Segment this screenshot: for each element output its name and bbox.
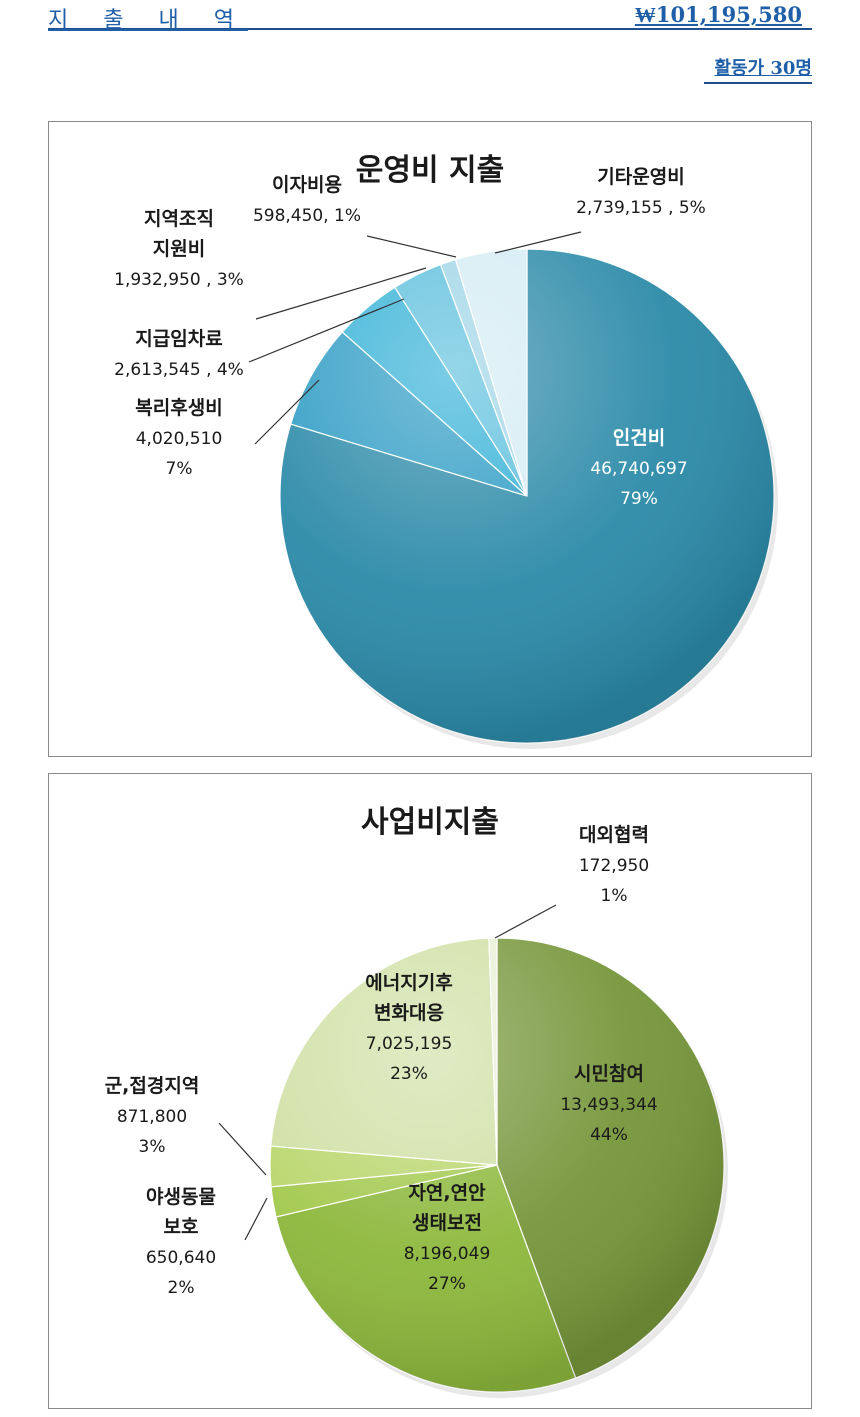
- slice-label: 기타운영비: [597, 166, 684, 188]
- total-amount: ₩101,195,580: [634, 2, 802, 27]
- staff-count: 활동가 30명: [704, 54, 812, 84]
- slice-value: 23%: [390, 1064, 428, 1084]
- slice-value: 79%: [620, 489, 658, 509]
- slice-label: 군,접경지역: [105, 1075, 200, 1097]
- slice-value: 7%: [166, 459, 193, 479]
- slice-value: 2,613,545 , 4%: [114, 360, 244, 380]
- slice-value: 2%: [168, 1278, 195, 1298]
- slice-label: 보호: [164, 1216, 199, 1238]
- slice-value: 871,800: [117, 1107, 187, 1127]
- leader-line: [255, 267, 427, 320]
- slice-value: 4,020,510: [136, 429, 223, 449]
- slice-value: 44%: [590, 1125, 628, 1145]
- slice-label: 인건비: [613, 427, 665, 449]
- chart-title: 운영비 지출: [356, 153, 504, 188]
- slice-label: 시민참여: [574, 1063, 644, 1085]
- leader-line: [248, 298, 405, 363]
- slice-label: 에너지기후: [365, 972, 452, 994]
- slice-label: 변화대응: [374, 1002, 444, 1024]
- slice-value: 2,739,155 , 5%: [576, 198, 706, 218]
- slice-label: 지급임차료: [135, 328, 222, 350]
- slice-label: 대외협력: [579, 824, 649, 846]
- page-title: 지 출 내 역: [48, 8, 248, 33]
- slice-value: 598,450, 1%: [253, 206, 361, 226]
- leader-line: [218, 1122, 267, 1176]
- slice-value: 1%: [601, 886, 628, 906]
- leader-line: [254, 379, 320, 445]
- leader-line: [494, 904, 557, 939]
- slice-label: 이자비용: [272, 174, 342, 196]
- slice-value: 3%: [139, 1137, 166, 1157]
- slice-value: 1,932,950 , 3%: [114, 270, 244, 290]
- slice-label: 지역조직: [144, 208, 214, 230]
- slice-value: 27%: [428, 1274, 466, 1294]
- slice-value: 46,740,697: [590, 459, 687, 479]
- slice-label: 야생동물: [146, 1186, 216, 1208]
- slice-value: 7,025,195: [366, 1034, 453, 1054]
- slice-value: 8,196,049: [404, 1244, 491, 1264]
- slice-value: 13,493,344: [560, 1095, 657, 1115]
- slice-label: 복리후생비: [135, 397, 222, 419]
- slice-label: 자연,연안: [408, 1182, 486, 1204]
- slice-label: 지원비: [153, 238, 205, 260]
- slice-value: 650,640: [146, 1248, 216, 1268]
- leader-line: [244, 1197, 268, 1241]
- slice-label: 생태보전: [412, 1212, 482, 1234]
- page-header: 지 출 내 역 ₩101,195,580: [48, 2, 812, 33]
- leader-line: [494, 231, 582, 254]
- slice-value: 172,950: [579, 856, 649, 876]
- chart-title: 사업비지출: [361, 805, 499, 840]
- leader-line: [366, 235, 457, 258]
